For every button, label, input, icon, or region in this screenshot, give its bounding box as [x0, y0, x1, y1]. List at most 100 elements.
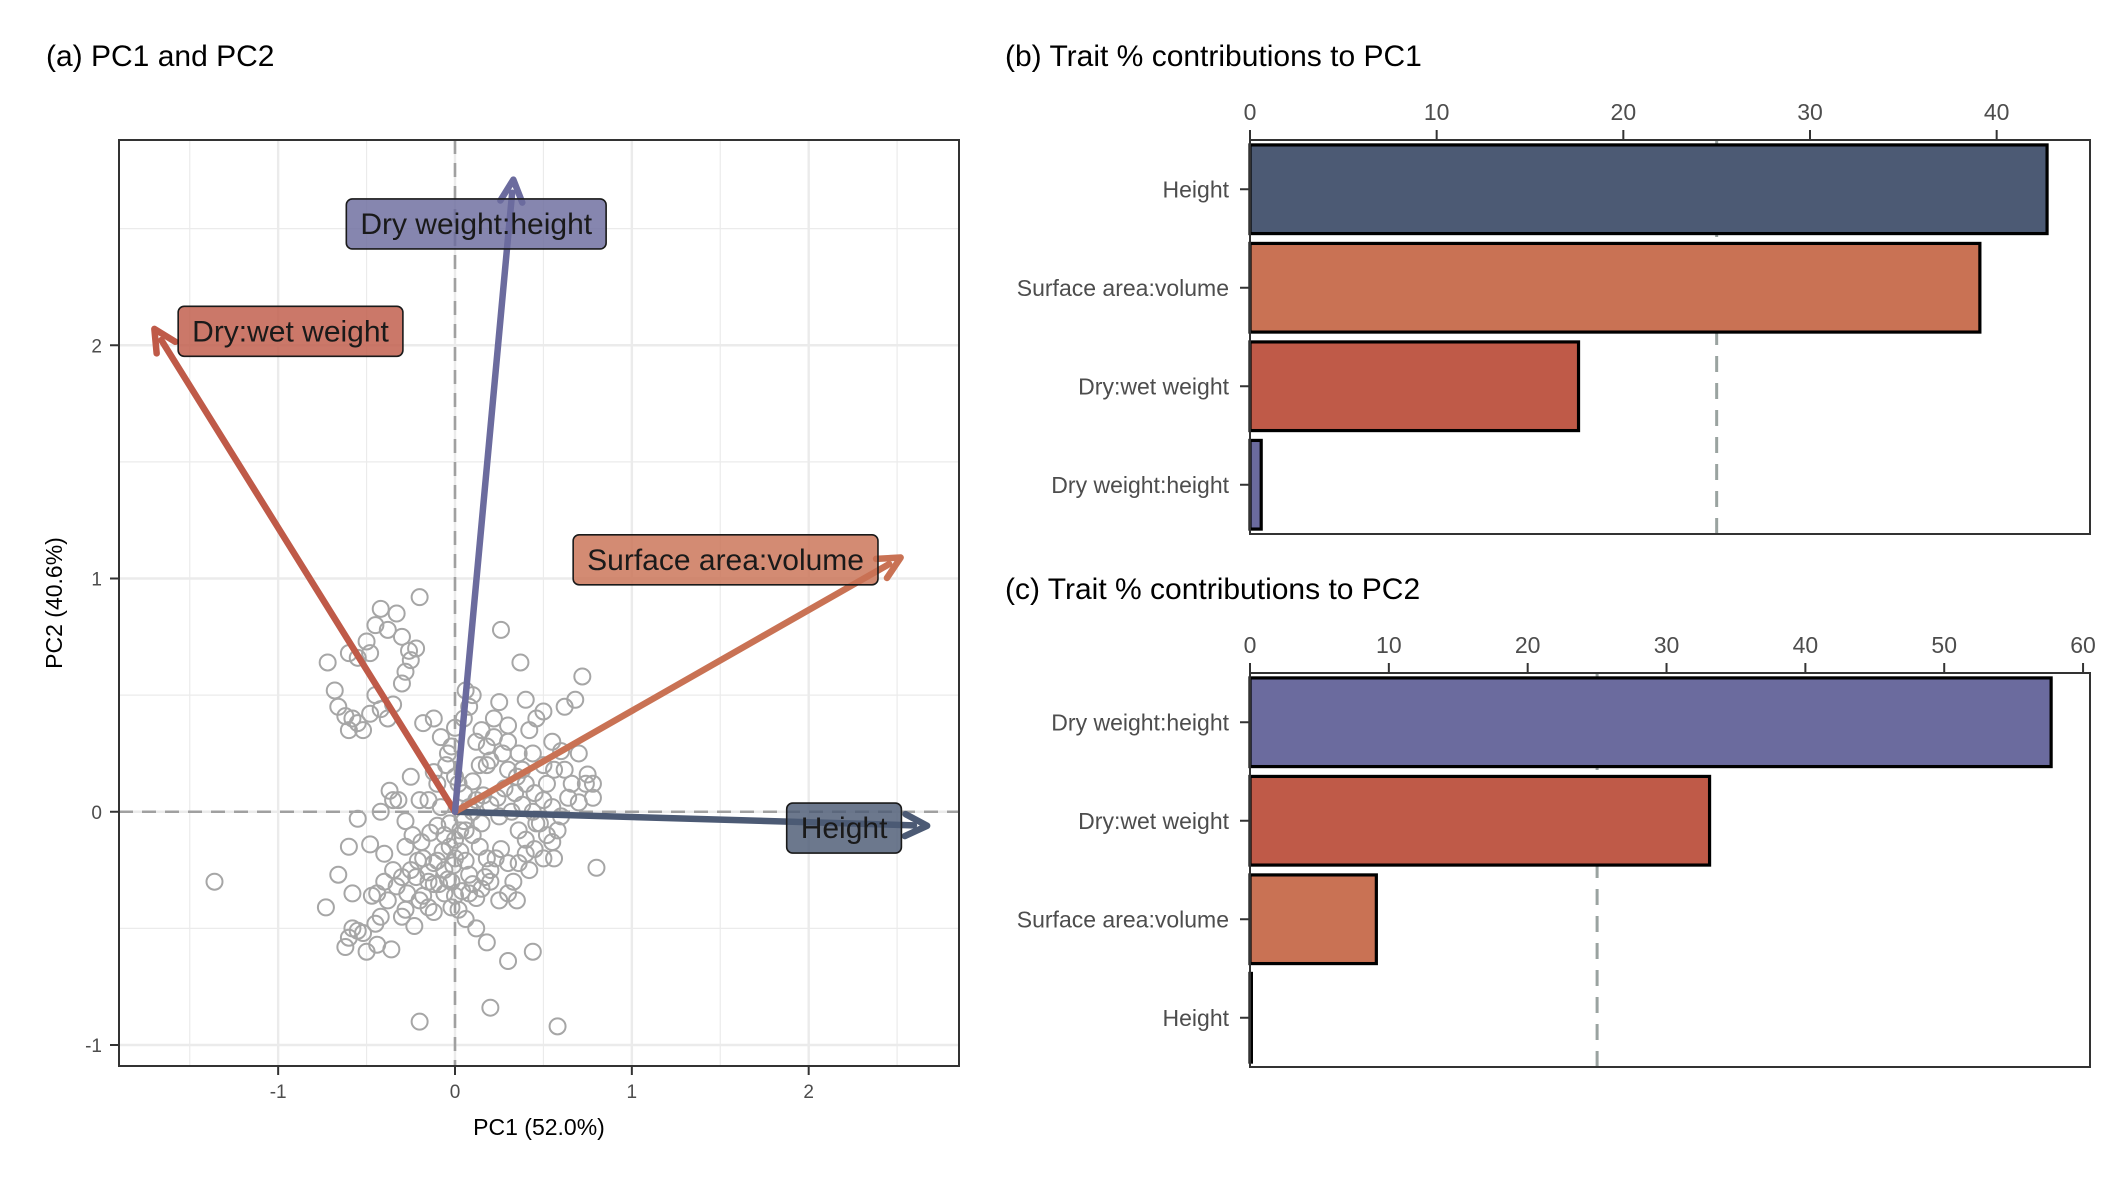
category-label: Height — [1163, 176, 1230, 202]
x-tick-label: 2 — [803, 1082, 814, 1103]
data-point — [354, 924, 373, 943]
data-point — [534, 702, 553, 721]
data-point — [499, 854, 518, 873]
category-label: Height — [1163, 1005, 1230, 1031]
panel-c-bar-chart: (c) Trait % contributions to PC2 0 10 20 30… — [1005, 573, 2096, 1068]
category-label: Surface area:volume — [1017, 275, 1229, 301]
data-point — [371, 907, 390, 926]
data-point — [456, 851, 475, 870]
data-point — [387, 877, 406, 896]
data-point — [537, 774, 556, 793]
vector-label-text: Surface area:volume — [587, 544, 864, 577]
panel-a-y-axis-title: PC2 (40.6%) — [41, 537, 67, 669]
x-tick-label: 20 — [1611, 99, 1637, 125]
data-point — [576, 774, 595, 793]
y-tick-label: 1 — [91, 570, 102, 591]
data-point — [523, 744, 542, 763]
data-point — [470, 756, 489, 775]
data-point — [555, 760, 574, 779]
data-point — [578, 765, 597, 784]
x-tick-label: 60 — [2070, 632, 2096, 658]
data-point — [378, 620, 397, 639]
data-point — [481, 861, 500, 880]
data-point — [329, 865, 348, 884]
data-point — [587, 858, 606, 877]
data-point — [396, 662, 415, 681]
data-point — [325, 681, 344, 700]
data-point — [361, 644, 380, 663]
vector-label-box — [572, 534, 879, 586]
loading-vector-arrowhead — [151, 325, 179, 357]
x-tick-label: 1 — [627, 1082, 638, 1103]
x-tick-label: 10 — [1424, 99, 1450, 125]
data-point — [343, 884, 362, 903]
data-point — [456, 821, 475, 840]
bar — [1248, 676, 2053, 769]
data-point — [387, 604, 406, 623]
data-point — [438, 744, 457, 763]
data-point — [555, 697, 574, 716]
x-tick-label: -1 — [270, 1082, 287, 1103]
bar — [1248, 241, 1982, 334]
y-tick-label: 0 — [91, 803, 102, 824]
data-point — [523, 942, 542, 961]
data-point — [366, 616, 385, 635]
loading-vector — [451, 176, 526, 816]
data-point — [481, 998, 500, 1017]
data-point — [504, 872, 523, 891]
x-tick-label: 10 — [1376, 632, 1402, 658]
data-point — [548, 1017, 567, 1036]
data-point — [431, 728, 450, 747]
data-point — [424, 709, 443, 728]
x-tick-label: 40 — [1793, 632, 1819, 658]
panel-c-border — [1249, 672, 2091, 1068]
data-point — [516, 844, 535, 863]
loading-vector-arrowhead — [901, 810, 931, 840]
loading-vector-arrowhead — [872, 554, 904, 582]
data-point — [384, 791, 403, 810]
data-point — [484, 709, 503, 728]
category-label: Dry:wet weight — [1078, 373, 1229, 399]
data-point — [414, 849, 433, 868]
data-point — [428, 774, 447, 793]
x-tick-label: 30 — [1654, 632, 1680, 658]
data-point — [534, 849, 553, 868]
data-point — [375, 844, 394, 863]
y-tick-label: -1 — [85, 1036, 102, 1057]
data-point — [424, 875, 443, 894]
data-point — [484, 728, 503, 747]
x-tick-label: 0 — [450, 1082, 461, 1103]
data-point — [481, 872, 500, 891]
data-point — [396, 837, 415, 856]
data-point — [467, 919, 486, 938]
data-point — [545, 760, 564, 779]
data-point — [499, 952, 518, 971]
category-label: Dry weight:height — [1051, 709, 1229, 735]
data-point — [357, 632, 376, 651]
x-tick-label: 20 — [1515, 632, 1541, 658]
vector-label: Height — [785, 802, 903, 854]
vector-label-text: Height — [801, 812, 888, 845]
data-point — [569, 793, 588, 812]
data-point — [371, 802, 390, 821]
data-point — [410, 588, 429, 607]
panel-b-y-axis: Height Surface area:volume Dry:wet weight D… — [1017, 176, 1250, 498]
vector-label: Surface area:volume — [572, 534, 879, 586]
data-point — [401, 651, 420, 670]
data-point — [361, 835, 380, 854]
data-point — [336, 938, 355, 957]
panel-a-x-axis: -1 0 1 2 — [270, 1066, 814, 1103]
loading-vector — [151, 325, 459, 816]
data-point — [371, 599, 390, 618]
data-point — [552, 742, 571, 761]
x-tick-label: 0 — [1244, 99, 1257, 125]
data-point — [477, 933, 496, 952]
data-point — [348, 809, 367, 828]
data-point — [419, 898, 438, 917]
data-point — [400, 641, 419, 660]
vector-label: Dry:wet weight — [177, 305, 404, 358]
data-point — [516, 690, 535, 709]
data-point — [491, 840, 510, 859]
data-point — [396, 812, 415, 831]
